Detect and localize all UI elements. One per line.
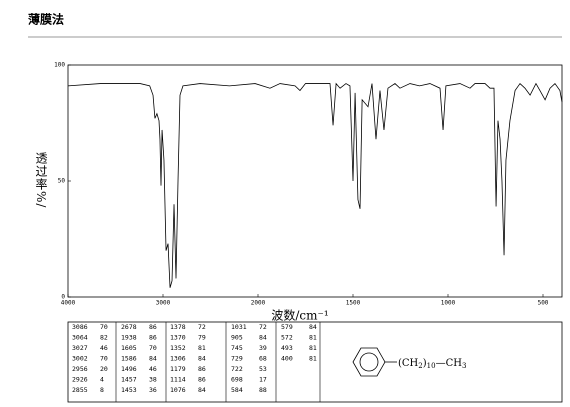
peak-wavenumber: 1453: [121, 386, 137, 394]
peak-transmittance: 86: [149, 334, 157, 342]
peak-wavenumber: 3086: [72, 323, 88, 331]
peak-transmittance: 79: [198, 334, 206, 342]
peak-transmittance: 70: [149, 344, 157, 352]
peak-wavenumber: 1370: [170, 334, 186, 342]
peak-wavenumber: 1352: [170, 344, 186, 352]
peak-transmittance: 86: [198, 365, 206, 373]
peak-transmittance: 70: [100, 323, 108, 331]
formula-part: ): [423, 358, 427, 369]
peak-wavenumber: 3002: [72, 355, 88, 363]
peak-transmittance: 84: [198, 355, 206, 363]
peak-transmittance: 36: [149, 386, 157, 394]
peak-transmittance: 88: [259, 386, 267, 394]
x-tick-label: 4000: [61, 300, 76, 307]
peak-transmittance: 84: [259, 334, 267, 342]
benzene-ring: [352, 347, 397, 377]
peak-transmittance: 4: [100, 376, 104, 384]
x-tick-label: 2000: [251, 300, 266, 307]
peak-transmittance: 86: [149, 323, 157, 331]
page-title: 薄膜法: [28, 12, 64, 27]
peak-wavenumber: 1306: [170, 355, 186, 363]
peak-transmittance: 81: [309, 344, 317, 352]
peak-transmittance: 82: [100, 334, 108, 342]
peak-wavenumber: 1496: [121, 365, 137, 373]
peak-transmittance: 81: [309, 334, 317, 342]
peak-wavenumber: 572: [281, 334, 293, 342]
x-tick-label: 1000: [441, 300, 456, 307]
peak-wavenumber: 1457: [121, 376, 137, 384]
peak-transmittance: 68: [259, 355, 267, 363]
peak-wavenumber: 745: [231, 344, 243, 352]
x-tick-label: 1500: [346, 300, 361, 307]
peak-wavenumber: 905: [231, 334, 243, 342]
peak-wavenumber: 3064: [72, 334, 88, 342]
peak-wavenumber: 2855: [72, 386, 88, 394]
y-tick-label: 50: [58, 178, 66, 185]
peak-wavenumber: 2678: [121, 323, 137, 331]
peak-wavenumber: 722: [231, 365, 243, 373]
peak-wavenumber: 1114: [170, 376, 186, 384]
peak-transmittance: 84: [198, 386, 206, 394]
peak-wavenumber: 1378: [170, 323, 186, 331]
x-axis-label: 波数/cm⁻¹: [271, 308, 328, 323]
peak-transmittance: 17: [259, 376, 267, 384]
peak-transmittance: 53: [259, 365, 267, 373]
peak-wavenumber: 3027: [72, 344, 88, 352]
peak-transmittance: 72: [198, 323, 206, 331]
y-tick-label: 100: [54, 62, 65, 69]
peak-wavenumber: 2956: [72, 365, 88, 373]
peak-wavenumber: 579: [281, 323, 293, 331]
peak-transmittance: 84: [149, 355, 157, 363]
formula-part: 3: [462, 362, 466, 370]
peak-transmittance: 81: [309, 355, 317, 363]
x-tick-label: 3000: [156, 300, 171, 307]
peak-wavenumber: 584: [231, 386, 243, 394]
peak-wavenumber: 493: [281, 344, 293, 352]
peak-transmittance: 38: [149, 376, 157, 384]
peak-wavenumber: 1076: [170, 386, 186, 394]
spectrum-line: [67, 82, 563, 288]
peak-wavenumber: 729: [231, 355, 243, 363]
peak-transmittance: 46: [149, 365, 157, 373]
peak-transmittance: 86: [198, 376, 206, 384]
peak-wavenumber: 1586: [121, 355, 137, 363]
peak-transmittance: 20: [100, 365, 108, 373]
formula-part: 2: [418, 362, 422, 370]
formula-part: 10: [427, 362, 436, 370]
x-tick-label: 500: [538, 300, 549, 307]
y-axis-label: 透过率%/: [34, 152, 48, 209]
substituent: (CH2)10—CH3: [398, 358, 466, 371]
peak-wavenumber: 1179: [170, 365, 186, 373]
peak-transmittance: 39: [259, 344, 267, 352]
table-frame: [67, 321, 563, 403]
peak-transmittance: 84: [309, 323, 317, 331]
peak-wavenumber: 1605: [121, 344, 137, 352]
peak-transmittance: 72: [259, 323, 267, 331]
y-tick-label: 0: [61, 294, 65, 301]
peak-wavenumber: 1031: [231, 323, 247, 331]
peak-wavenumber: 400: [281, 355, 293, 363]
peak-transmittance: 70: [100, 355, 108, 363]
table-dividers: [115, 322, 321, 402]
peak-wavenumber: 698: [231, 376, 243, 384]
peak-wavenumber: 1938: [121, 334, 137, 342]
formula-part: —CH: [436, 358, 463, 369]
peak-transmittance: 81: [198, 344, 206, 352]
peak-transmittance: 8: [100, 386, 104, 394]
peak-transmittance: 46: [100, 344, 108, 352]
formula-part: (CH: [398, 358, 419, 369]
plot-frame: [67, 64, 563, 298]
peak-wavenumber: 2926: [72, 376, 88, 384]
